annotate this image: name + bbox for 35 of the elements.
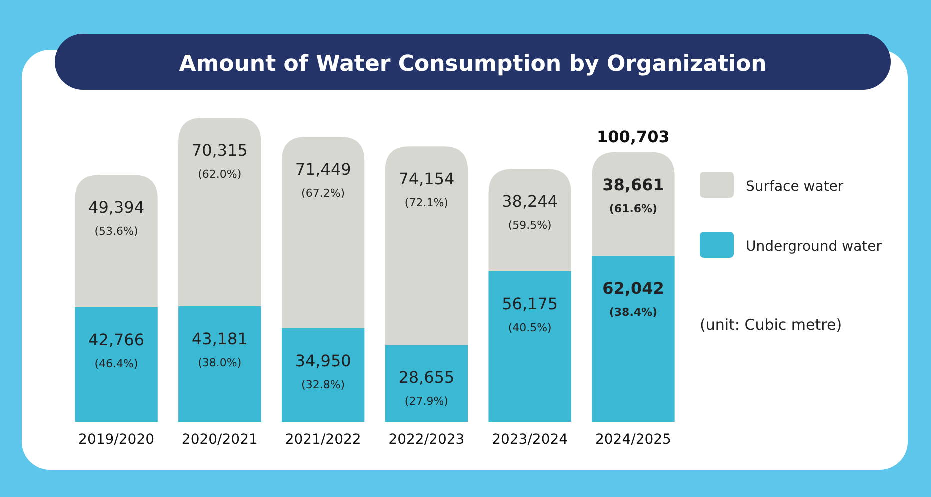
- data-label: 74,154 (72.1%): [398, 170, 455, 210]
- bar: [75, 307, 158, 422]
- legend-label: Surface water: [746, 179, 844, 195]
- legend-label: Underground water: [746, 239, 882, 255]
- x-tick-label: 2024/2025: [595, 432, 672, 448]
- bar: [282, 137, 365, 328]
- text: (unit: Cubic metre): [700, 316, 842, 334]
- x-tick-label: 2023/2024: [492, 432, 568, 448]
- x-tick-label: 2022/2023: [388, 432, 465, 448]
- bar: [488, 272, 572, 422]
- bar: [282, 328, 365, 422]
- data-label: 43,181 (38.0%): [192, 329, 248, 370]
- data-label: 28,655 (27.9%): [398, 368, 455, 408]
- data-label: 62,042 (38.4%): [602, 278, 664, 319]
- bar: [385, 146, 468, 346]
- data-label: 38,661 (61.6%): [602, 175, 664, 216]
- data-label: 38,244 (59.5%): [502, 192, 558, 232]
- data-label: 71,449 (67.2%): [295, 160, 352, 200]
- data-label: 56,175 (40.5%): [502, 294, 558, 335]
- data-label: 70,315 (62.0%): [192, 141, 248, 181]
- data-label: 42,766 (46.4%): [88, 330, 145, 370]
- bar: [592, 256, 675, 422]
- data-label: 34,950 (32.8%): [295, 351, 352, 392]
- bar: [178, 306, 262, 422]
- x-tick-label: 2020/2021: [182, 432, 258, 448]
- x-tick-label: 2019/2020: [78, 432, 155, 448]
- bar: [178, 118, 262, 306]
- x-tick-label: 2021/2022: [285, 432, 362, 448]
- data-label: 49,394 (53.6%): [88, 198, 145, 238]
- bar: [385, 345, 468, 422]
- total-label: 100,703: [597, 127, 670, 146]
- chart-title: Amount of Water Consumption by Organization: [179, 52, 767, 77]
- bar: [592, 152, 675, 256]
- bar: [75, 175, 158, 308]
- bar: [488, 169, 572, 272]
